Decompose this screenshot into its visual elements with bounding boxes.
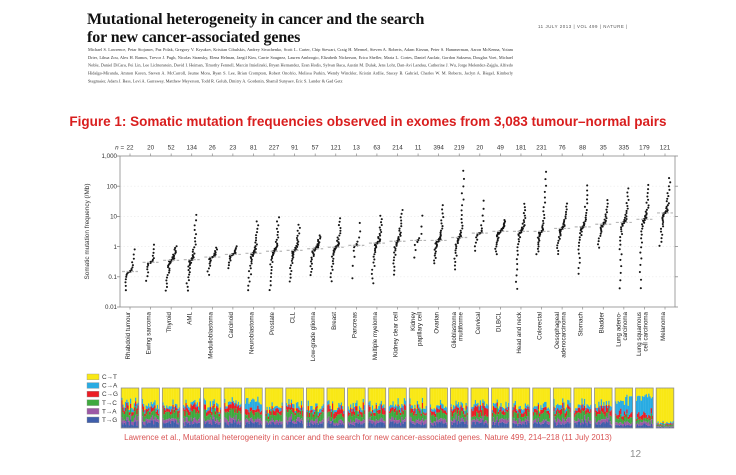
authors-text: Michael S. Lawrence, Petar Stojanov, Paz… <box>88 47 513 84</box>
legend-label: C→G <box>102 391 118 398</box>
svg-text:Cervical: Cervical <box>475 312 482 334</box>
svg-text:81: 81 <box>250 145 258 152</box>
journal-info: 11 JULY 2013 | VOL 499 | NATURE | <box>538 24 628 29</box>
svg-text:88: 88 <box>579 145 587 152</box>
page-title: Mutational heterogeneity in cancer and t… <box>87 11 424 47</box>
svg-text:multiforme: multiforme <box>457 311 464 340</box>
legend-swatch <box>86 408 100 415</box>
legend-label: T→G <box>102 417 117 424</box>
svg-text:papillary cell: papillary cell <box>416 312 423 346</box>
svg-text:181: 181 <box>516 145 527 152</box>
svg-text:394: 394 <box>433 145 444 152</box>
svg-text:0.1: 0.1 <box>108 274 117 281</box>
svg-text:11: 11 <box>415 145 422 152</box>
legend-swatch <box>86 399 100 406</box>
legend-label: C→T <box>102 374 117 381</box>
svg-text:Neuroblastoma: Neuroblastoma <box>248 311 255 354</box>
n-row: n = 22 20 52 134 26 23 81 227 91 57 121 13 63 214 11 394… <box>115 145 671 310</box>
svg-text:Oesophageal: Oesophageal <box>554 312 561 349</box>
svg-text:Melanoma: Melanoma <box>660 311 667 340</box>
svg-text:23: 23 <box>229 145 237 152</box>
svg-text:n =: n = <box>115 145 124 152</box>
svg-text:20: 20 <box>476 145 484 152</box>
svg-text:335: 335 <box>619 145 630 152</box>
legend-label: T→C <box>102 400 117 407</box>
svg-text:Carcinoid: Carcinoid <box>228 311 235 338</box>
svg-text:DLBCL: DLBCL <box>495 311 502 332</box>
svg-text:Pancreas: Pancreas <box>351 312 358 338</box>
page-number: 12 <box>630 449 642 460</box>
svg-text:1,000: 1,000 <box>102 153 118 160</box>
svg-text:20: 20 <box>147 145 155 152</box>
svg-text:134: 134 <box>186 145 197 152</box>
svg-text:26: 26 <box>209 145 217 152</box>
title-line-2: for new cancer-associated genes <box>87 29 301 47</box>
spectrum-bars <box>120 387 675 429</box>
svg-text:121: 121 <box>331 145 342 152</box>
mutation-legend: C→T C→AC→G T→CT→A T→G <box>86 373 118 424</box>
svg-text:179: 179 <box>639 145 650 152</box>
legend-swatch <box>86 382 100 389</box>
svg-text:CLL: CLL <box>290 311 297 323</box>
svg-text:52: 52 <box>168 145 176 152</box>
svg-text:adenocarcinoma: adenocarcinoma <box>560 311 567 357</box>
svg-text:Lung squamous: Lung squamous <box>636 312 643 356</box>
svg-text:cell carcinoma: cell carcinoma <box>643 311 650 351</box>
svg-text:49: 49 <box>497 145 505 152</box>
svg-text:Stomach: Stomach <box>578 311 585 336</box>
svg-text:57: 57 <box>312 145 320 152</box>
y-axis: 1,000 100 10 1 0.1 0.01 <box>102 153 678 311</box>
citation-text: Lawrence et al., Mutational heterogeneit… <box>124 433 612 442</box>
figure-1-chart-svg: 1,000 100 10 1 0.1 0.01 Somatic mutation frequ… <box>84 145 678 429</box>
svg-text:Thyroid: Thyroid <box>166 311 173 332</box>
legend-swatch <box>86 416 100 424</box>
svg-text:Lung adeno-: Lung adeno- <box>616 312 623 347</box>
svg-text:35: 35 <box>600 145 608 152</box>
svg-text:Head and neck: Head and neck <box>516 311 523 354</box>
svg-text:121: 121 <box>660 145 671 152</box>
category-labels: Rhabdoid tumour Ewing sarcoma Thyroid AML Me… <box>125 311 667 361</box>
svg-text:10: 10 <box>110 214 117 221</box>
svg-text:Ovarian: Ovarian <box>434 311 441 333</box>
svg-text:Rhabdoid tumour: Rhabdoid tumour <box>125 312 132 359</box>
svg-text:Glioblastoma: Glioblastoma <box>451 311 458 348</box>
svg-text:91: 91 <box>291 145 299 152</box>
svg-text:1: 1 <box>114 244 118 251</box>
svg-text:Low-grade glioma: Low-grade glioma <box>310 311 317 361</box>
svg-text:Multiple myeloma: Multiple myeloma <box>372 311 379 360</box>
figure-1-chart: 1,000 100 10 1 0.1 0.01 Somatic mutation frequ… <box>82 138 706 434</box>
svg-text:carcinoma: carcinoma <box>622 311 629 340</box>
legend-swatch <box>86 390 100 398</box>
legend-label: T→A <box>102 408 117 415</box>
svg-text:Medulloblastoma: Medulloblastoma <box>207 311 214 358</box>
svg-text:231: 231 <box>536 145 547 152</box>
svg-text:100: 100 <box>107 183 118 190</box>
plot-frame <box>119 155 676 308</box>
svg-text:Ewing sarcoma: Ewing sarcoma <box>146 311 153 354</box>
svg-text:Prostate: Prostate <box>269 311 276 335</box>
decade-gridlines <box>120 185 675 278</box>
svg-text:Breast: Breast <box>331 312 338 330</box>
svg-text:76: 76 <box>559 145 567 152</box>
svg-text:0.01: 0.01 <box>105 304 118 311</box>
figure-caption: Figure 1: Somatic mutation frequencies o… <box>69 114 667 129</box>
svg-text:214: 214 <box>392 145 403 152</box>
svg-text:63: 63 <box>373 145 381 152</box>
title-line-1: Mutational heterogeneity in cancer and t… <box>87 11 425 28</box>
svg-text:227: 227 <box>269 145 280 152</box>
scatter-points <box>124 169 672 292</box>
svg-text:219: 219 <box>454 145 465 152</box>
svg-text:Bladder: Bladder <box>598 312 605 333</box>
legend-swatch <box>86 373 100 381</box>
svg-text:AML: AML <box>187 311 194 324</box>
svg-text:22: 22 <box>126 145 134 152</box>
svg-text:13: 13 <box>353 145 361 152</box>
legend-label: C→A <box>102 383 118 390</box>
svg-text:Colorectal: Colorectal <box>537 312 544 340</box>
y-axis-title: Somatic mutation frequency (/Mb) <box>84 184 91 280</box>
median-dashes <box>122 212 673 273</box>
svg-text:Kidney clear cell: Kidney clear cell <box>393 312 400 357</box>
svg-text:Kidney: Kidney <box>410 311 417 331</box>
